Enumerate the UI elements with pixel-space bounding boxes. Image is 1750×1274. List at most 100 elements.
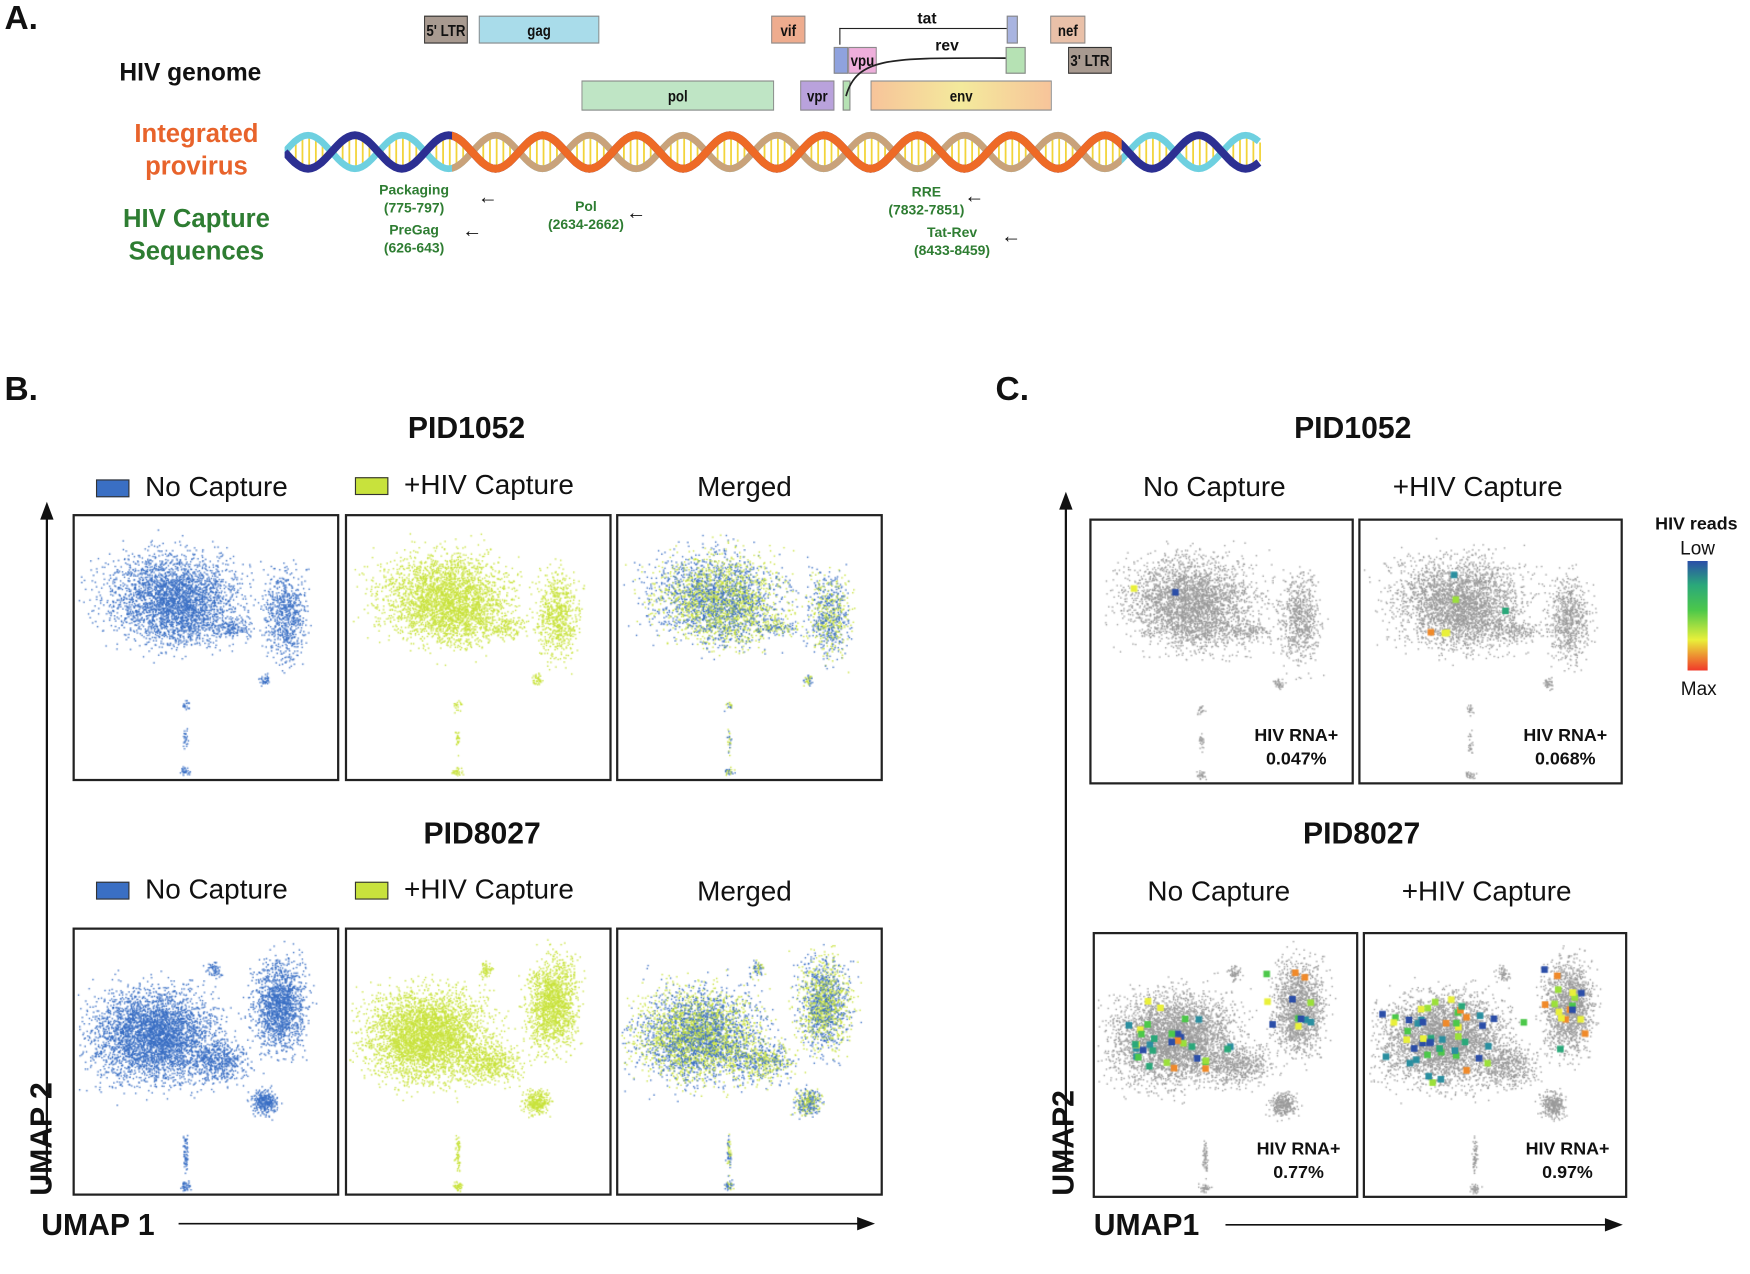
scatter-canvas: [1364, 934, 1626, 1196]
arrow-left-icon: ←: [1001, 224, 1022, 247]
blue-swatch: [95, 479, 130, 498]
seq-range: (8433-8459): [914, 242, 991, 259]
umap-b-8027-no-capture: [72, 927, 340, 1196]
legend-label: +HIV Capture: [404, 469, 574, 501]
scatter-canvas: [74, 516, 338, 779]
legend-label: +HIV Capture: [404, 873, 574, 906]
gene-nef: nef: [1050, 15, 1086, 44]
rev-splice-line: [845, 57, 1006, 97]
legend-label: No Capture: [145, 471, 288, 503]
panel-c-letter: C.: [995, 371, 1030, 408]
provirus-label-1: Integrated: [134, 118, 259, 148]
umap-c-8027-no-capture: HIV RNA+ 0.77%: [1092, 931, 1359, 1198]
seq-name: PreGag: [389, 222, 439, 239]
scatter-canvas: [347, 929, 610, 1194]
hiv-rna-label: HIV RNA+: [1523, 726, 1608, 746]
gene-vif: vif: [771, 15, 806, 44]
seq-name: Tat-Rev: [926, 224, 978, 241]
panel-a-letter: A.: [4, 0, 38, 37]
gene-gag: gag: [478, 15, 600, 44]
lime-swatch: [354, 477, 389, 496]
capture-label-1: HIV Capture: [122, 203, 270, 233]
tat-splice-line: [839, 27, 1008, 45]
c-axes-arrows: [1059, 491, 1623, 1232]
colorbar-title: HIV reads: [1655, 515, 1738, 535]
scatter-canvas: [347, 516, 610, 779]
legend-no-capture: No Capture: [95, 873, 288, 906]
hiv-rna-value: 0.068%: [1534, 749, 1596, 769]
arrow-left-icon: ←: [462, 219, 483, 242]
hiv-rna-value: 0.77%: [1273, 1163, 1324, 1183]
scatter-canvas: [618, 516, 881, 779]
seq-packaging: Packaging (775-797): [379, 181, 449, 217]
gene-pol: pol: [581, 80, 775, 111]
hiv-rna-percent: HIV RNA+ 0.77%: [1257, 1138, 1341, 1185]
arrow-left-icon: ←: [964, 184, 985, 207]
provirus-label-2: provirus: [145, 150, 248, 180]
colorbar: [1687, 560, 1708, 671]
umap-b-1052-hiv-capture: [344, 514, 612, 782]
seq-range: (7832-7851): [888, 202, 965, 218]
scatter-canvas: [1091, 520, 1352, 783]
rev-label: rev: [935, 35, 959, 54]
hiv-rna-percent: HIV RNA+ 0.047%: [1254, 724, 1338, 771]
c-row1-title: PID1052: [1294, 411, 1412, 445]
arrow-left-icon: ←: [626, 201, 647, 224]
legend-hiv-capture: +HIV Capture: [354, 873, 574, 906]
seq-rre: RRE (7832-7851): [888, 183, 964, 219]
scatter-canvas: [1360, 520, 1621, 783]
scatter-canvas: [618, 929, 881, 1194]
umap-b-1052-no-capture: [72, 514, 340, 782]
umap-b-8027-merged: [616, 927, 883, 1196]
scatter-canvas: [1094, 934, 1357, 1196]
colorbar-max: Max: [1680, 678, 1717, 700]
legend-no-capture: No Capture: [95, 471, 288, 504]
hiv-rna-percent: HIV RNA+ 0.068%: [1523, 724, 1607, 771]
b-axes-arrows: [40, 501, 876, 1231]
gene-vpu: vpu: [848, 46, 877, 74]
hiv-rna-value: 0.047%: [1265, 749, 1327, 769]
legend-merged: Merged: [697, 876, 792, 908]
umap-b-8027-hiv-capture: [344, 927, 612, 1196]
blue-swatch: [95, 882, 130, 901]
seq-tat-rev: Tat-Rev (8433-8459): [914, 223, 990, 259]
seq-name: Packaging: [379, 182, 449, 198]
rev-exon-2: [1005, 46, 1026, 74]
b-x-axis-label: UMAP 1: [41, 1208, 155, 1242]
c-col-no-capture: No Capture: [1142, 471, 1286, 503]
arrow-left-icon: ←: [477, 185, 498, 208]
seq-pol: Pol (2634-2662): [548, 198, 624, 234]
seq-range: (626-643): [383, 240, 445, 256]
hiv-rna-label: HIV RNA+: [1256, 1139, 1341, 1159]
legend-merged: Merged: [697, 471, 792, 503]
umap-b-1052-merged: [616, 514, 883, 782]
umap-c-8027-hiv-capture: HIV RNA+ 0.97%: [1362, 931, 1628, 1198]
gene-5ltr: 5' LTR: [424, 15, 468, 44]
umap-c-1052-no-capture: HIV RNA+ 0.047%: [1089, 518, 1354, 785]
seq-name: Pol: [575, 198, 597, 215]
c-row2-title: PID8027: [1303, 816, 1421, 851]
umap-c-1052-hiv-capture: HIV RNA+ 0.068%: [1358, 518, 1623, 785]
capture-label-2: Sequences: [128, 235, 265, 265]
seq-range: (2634-2662): [547, 216, 624, 233]
seq-pregag: PreGag (626-643): [384, 221, 444, 257]
c-col-hiv-capture: +HIV Capture: [1392, 471, 1563, 503]
lime-swatch: [354, 882, 389, 901]
hiv-rna-value: 0.97%: [1542, 1163, 1593, 1183]
legend-hiv-capture: +HIV Capture: [354, 469, 574, 501]
b-row1-title: PID1052: [407, 411, 526, 445]
colorbar-low: Low: [1680, 537, 1715, 559]
c-x-axis-label: UMAP1: [1093, 1208, 1200, 1242]
hiv-rna-label: HIV RNA+: [1525, 1139, 1610, 1159]
legend-label: No Capture: [145, 873, 288, 906]
seq-range: (775-797): [383, 200, 445, 216]
b-y-axis-label: UMAP 2: [24, 1082, 59, 1196]
scatter-canvas: [74, 929, 338, 1194]
hiv-genome-label: HIV genome: [119, 58, 262, 87]
gene-env: env: [870, 80, 1052, 111]
tat-exon-1: [833, 46, 849, 74]
dna-helix: [284, 131, 1262, 173]
gene-vpr: vpr: [800, 80, 835, 111]
seq-name: RRE: [911, 184, 942, 201]
